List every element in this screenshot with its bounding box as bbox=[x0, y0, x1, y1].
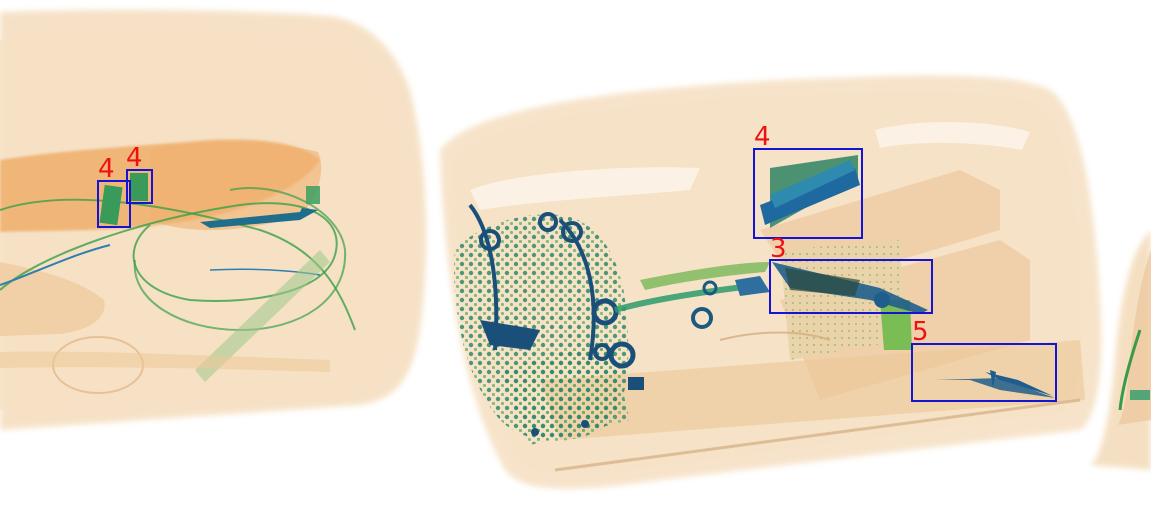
right-bag-partial bbox=[1090, 230, 1151, 470]
left-bag bbox=[0, 9, 427, 430]
detection-label: 5 bbox=[912, 317, 929, 347]
detection-box bbox=[753, 148, 863, 239]
detection-label: 4 bbox=[98, 154, 115, 184]
middle-bag bbox=[440, 75, 1102, 489]
detection-box bbox=[97, 180, 131, 228]
detection-label: 3 bbox=[770, 234, 787, 264]
detection-box bbox=[769, 259, 933, 314]
detection-box bbox=[911, 343, 1057, 402]
detection-box bbox=[126, 169, 153, 204]
detection-label: 4 bbox=[126, 143, 143, 173]
detection-label: 4 bbox=[754, 122, 771, 152]
